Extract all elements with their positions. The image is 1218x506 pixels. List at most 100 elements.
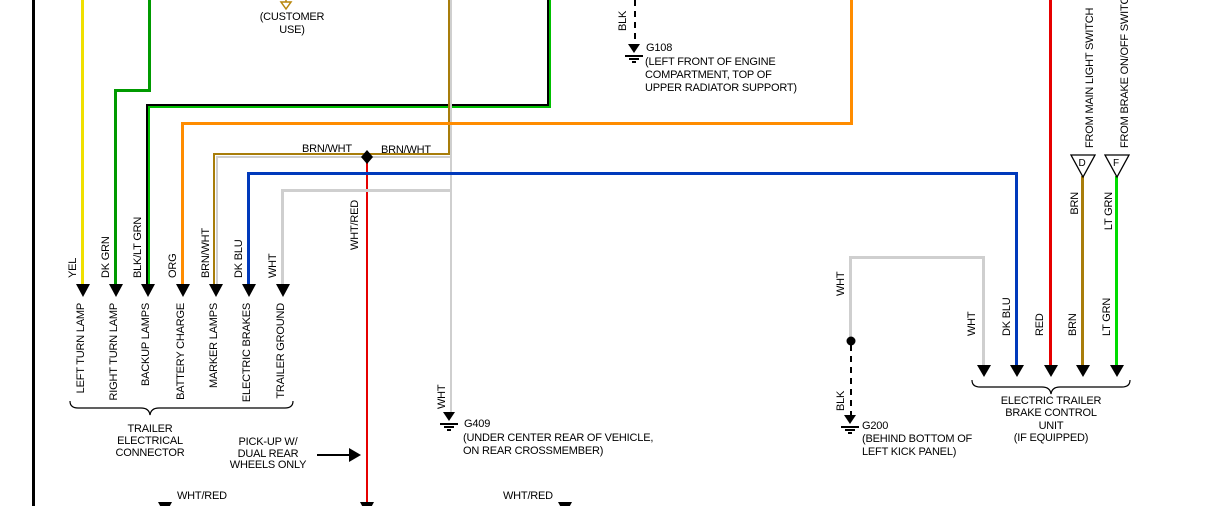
brake-unit-arrowheads [977,365,1124,377]
pin-color-label: DK GRN [100,236,112,278]
brake-unit-caption: ELECTRIC TRAILER BRAKE CONTROL UNIT (IF … [1000,395,1102,444]
dk-grn-wire [114,89,117,284]
brn-upper-label: BRN [1069,192,1081,215]
dk-grn-wire [148,0,151,91]
pin-arrow [242,284,256,297]
brn-wht-wire [213,153,450,155]
connector-f: F [1103,154,1131,179]
pin-function-label: TRAILER GROUND [275,303,287,399]
pin-color-label: WHT [267,253,279,278]
org-wire [181,122,853,125]
pin-arrow [1010,365,1024,377]
blk-lt-grn-wire [148,106,150,284]
g409-id: G409 [464,418,491,430]
pin-arrow [1110,365,1124,377]
from-brake-onoff-switch-label: FROM BRAKE ON/OFF SWITCH [1119,0,1131,148]
blk-wire-g108 [634,0,636,44]
brake-pin-color-label: WHT [966,311,978,336]
customer-use-arrow [279,0,293,11]
pin-function-label: LEFT TURN LAMP [75,303,87,394]
pin-color-label: BLK/LT GRN [132,216,144,278]
g409-location: (UNDER CENTER REAR OF VEHICLE, ON REAR C… [463,432,654,457]
splice-label-left: BRN/WHT [302,143,352,155]
brn-wht-wire [216,156,218,284]
lt-grn-wire [1115,176,1118,365]
pin-arrow [977,365,991,377]
g108-wire-color-label: BLK [617,10,629,31]
pin-arrow [76,284,90,297]
g108-location: (LEFT FRONT OF ENGINE COMPARTMENT, TOP O… [645,56,797,94]
pin-arrow [1044,365,1058,377]
wht-wire [281,189,452,192]
dk-blu-wire [247,172,250,284]
org-wire [850,0,853,125]
pickup-note: PICK-UP W/ DUAL REAR WHEELS ONLY [229,436,307,471]
note-arrow [317,448,361,462]
blk-lt-grn-wire [148,106,551,108]
ground-symbol-g409 [440,412,458,431]
g409-wire-color-label: WHT [436,384,448,409]
pin-arrowheads [76,284,290,297]
g200-location: (BEHIND BOTTOM OF LEFT KICK PANEL) [862,433,973,458]
ground-symbol-g200 [841,415,859,434]
wht-wire-brake-unit [849,256,852,341]
dk-grn-wire [114,89,151,92]
pin-function-label: MARKER LAMPS [208,303,220,389]
wht-wire-brake-unit [849,256,985,259]
splice-label-right: BRN/WHT [381,144,431,156]
brake-pin-color-label: LT GRN [1101,297,1113,336]
continuation-arrow [158,502,172,506]
continuation-arrow [360,502,374,506]
continuation-arrow [558,502,572,506]
pin-arrow [109,284,123,297]
pin-arrow [141,284,155,297]
trailer-connector-caption: TRAILER ELECTRICAL CONNECTOR [115,423,185,459]
brake-pin-color-label: DK BLU [1001,297,1013,336]
pin-color-label: ORG [167,253,179,278]
brn-wht-wire [213,153,215,284]
bottom-wht-red-left: WHT/RED [177,490,227,502]
brake-pin-color-label: RED [1034,313,1046,336]
black-wire [32,0,35,506]
pin-color-label: BRN/WHT [200,228,212,278]
g200-id: G200 [862,420,889,432]
pin-arrow [209,284,223,297]
pin-arrow [1076,365,1090,377]
blk-wire-g200 [850,345,852,415]
brn-wht-wire [216,156,452,158]
wht-red-drop-label: WHT/RED [349,200,361,250]
connector-f-letter: F [1113,158,1119,169]
blk-lt-grn-wire [146,104,148,284]
pin-arrow [176,284,190,297]
pin-arrow [276,284,290,297]
pin-function-label: ELECTRIC BRAKES [241,303,253,403]
wht-wire-g409 [450,0,452,412]
ground-symbol-g108 [625,44,643,63]
pin-function-label: BACKUP LAMPS [140,303,152,386]
org-wire [181,122,184,284]
connector-d-letter: D [1078,158,1085,169]
pin-color-label: YEL [67,257,79,278]
from-main-light-switch-label: FROM MAIN LIGHT SWITCH [1084,7,1096,148]
pin-color-label: DK BLU [233,239,245,278]
brn-wht-wire [448,0,450,155]
wht-wire [281,189,284,284]
blk-lt-grn-wire [146,104,549,106]
dk-blu-wire [247,172,1018,175]
pin-function-label: BATTERY CHARGE [175,303,187,400]
pin-function-label: RIGHT TURN LAMP [108,303,120,401]
blk-lt-grn-wire [547,0,549,106]
brn-wire [1081,176,1084,365]
lt-grn-upper-label: LT GRN [1103,192,1115,231]
yel-wire [81,0,84,284]
g200-wire-color-label: BLK [835,390,847,411]
brake-unit-brace [971,379,1131,395]
bottom-wht-red-right: WHT/RED [503,490,553,502]
bottom-edge-arrows [158,502,572,506]
blk-lt-grn-wire [549,0,551,108]
wht-red-wire [366,156,368,502]
dk-blu-wire [1015,172,1018,365]
g108-id: G108 [646,42,673,54]
connector-d: D [1069,154,1097,179]
